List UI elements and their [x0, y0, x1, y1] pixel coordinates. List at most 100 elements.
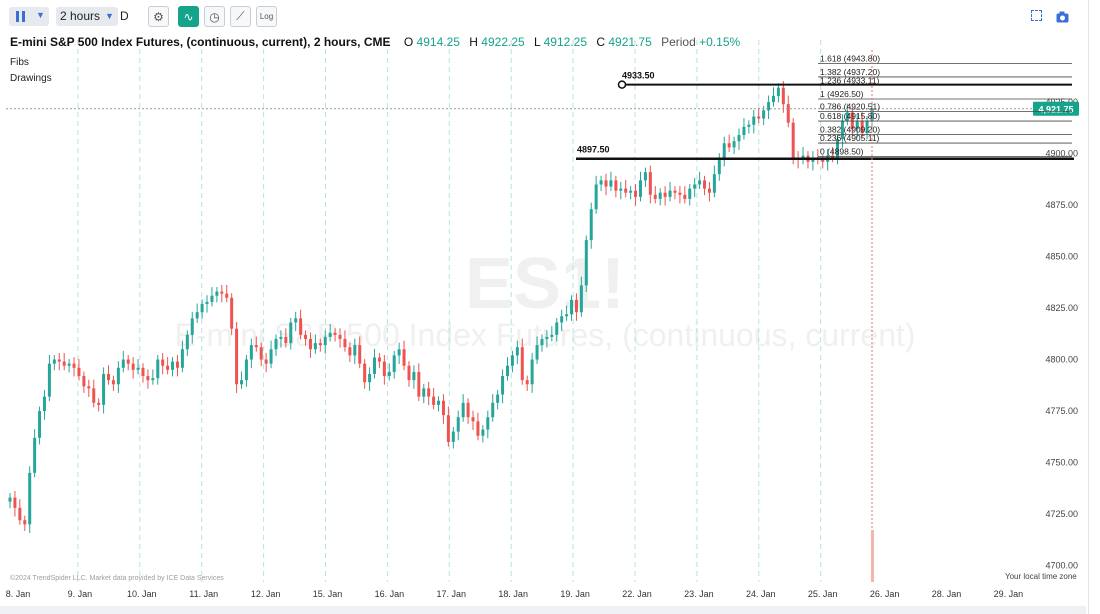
candle-body	[304, 334, 308, 339]
candle-body	[501, 376, 505, 395]
candle	[185, 330, 189, 356]
candle-body	[161, 359, 165, 366]
x-tick-label: 29. Jan	[994, 589, 1024, 599]
candle-body	[491, 402, 495, 418]
candle-body	[574, 299, 578, 313]
drawing-tool-button[interactable]: ⟋	[230, 6, 251, 27]
candle-body	[505, 365, 509, 377]
candle	[254, 336, 258, 352]
line-anchor-handle	[617, 80, 627, 89]
candle-body	[860, 120, 864, 133]
candle	[530, 352, 534, 393]
candle	[146, 369, 150, 389]
candle-body	[589, 209, 593, 241]
candle	[491, 394, 495, 422]
candle	[712, 165, 716, 198]
candle	[614, 175, 618, 198]
candle-body	[441, 400, 445, 416]
candle	[737, 128, 741, 150]
horizontal-scrollbar[interactable]	[0, 606, 1086, 614]
candle-body	[614, 180, 618, 191]
candle	[683, 186, 687, 204]
candle	[42, 390, 46, 420]
fullscreen-icon[interactable]	[1031, 10, 1042, 21]
current-price-tag	[1033, 101, 1079, 116]
candle	[13, 490, 17, 517]
period-change: +0.15%	[699, 35, 741, 49]
candle	[604, 173, 608, 196]
x-tick-label: 18. Jan	[498, 589, 528, 599]
candle	[102, 367, 106, 414]
candle	[663, 186, 667, 206]
x-tick-label: 26. Jan	[870, 589, 900, 599]
candle-body	[747, 124, 751, 127]
candle-body	[535, 345, 539, 360]
indicator-toggle-button[interactable]: ∿	[178, 6, 199, 27]
trend-icon: ∿	[183, 9, 194, 24]
interval-suffix: D	[120, 9, 129, 23]
legend-drawings[interactable]: Drawings	[10, 73, 52, 84]
candle-body	[855, 120, 859, 129]
candle-body	[584, 240, 588, 286]
candle-body	[446, 415, 450, 442]
price-chart[interactable]: ES1!E-mini S&P 500 Index Futures, (conti…	[0, 0, 1086, 606]
candle	[397, 342, 401, 365]
candle-body	[634, 190, 638, 197]
candle-body	[151, 378, 155, 381]
high-value: 4922.25	[481, 35, 525, 49]
candle-body	[638, 180, 642, 197]
candle-body	[185, 334, 189, 350]
chart-type-button[interactable]: ▼	[9, 7, 49, 26]
candle-body	[249, 345, 253, 360]
low-label: L	[534, 35, 541, 49]
instrument-title: E-mini S&P 500 Index Futures, (continuou…	[10, 35, 391, 49]
candle	[136, 359, 140, 375]
candle-body	[663, 192, 667, 197]
candle	[190, 311, 194, 344]
candle-body	[437, 400, 441, 405]
current-price-label: 4,921.75	[1038, 104, 1073, 114]
candle	[589, 202, 593, 249]
candle	[210, 287, 214, 307]
candle	[294, 311, 298, 332]
candle	[161, 352, 165, 375]
candle	[771, 87, 775, 107]
candle	[693, 177, 697, 198]
toolbar: ▼ 2 hours ▼ D ⚙ ∿ ◷ ⟋ Log	[0, 0, 1086, 32]
candle-body	[200, 303, 204, 313]
x-tick-label: 24. Jan	[746, 589, 776, 599]
candle	[422, 383, 426, 404]
candle	[392, 350, 396, 379]
candle-body	[318, 343, 322, 346]
y-tick-label: 4900.00	[1045, 149, 1078, 159]
legend-fibs[interactable]: Fibs	[10, 57, 29, 68]
fib-level-label: 0.618 (4915.80)	[820, 111, 880, 121]
candle	[38, 406, 42, 445]
candle	[742, 118, 746, 140]
log-scale-button[interactable]: Log	[256, 6, 277, 27]
clock-button[interactable]: ◷	[204, 6, 225, 27]
candle	[678, 186, 682, 204]
candle	[432, 387, 436, 410]
candle	[570, 295, 574, 321]
settings-button[interactable]: ⚙	[148, 6, 169, 27]
candle-body	[821, 159, 825, 162]
candle	[540, 334, 544, 352]
candle-body	[471, 417, 475, 422]
candle-body	[703, 180, 707, 189]
interval-select[interactable]: 2 hours ▼	[56, 7, 118, 26]
candle	[619, 182, 623, 200]
candle-body	[131, 363, 135, 370]
candle	[427, 381, 431, 406]
candle-body	[175, 361, 179, 368]
fib-level-label: 0.382 (4909.20)	[820, 125, 880, 135]
candle	[77, 359, 81, 381]
candle	[555, 317, 559, 342]
candle	[624, 179, 628, 198]
candle-body	[28, 472, 32, 525]
y-tick-label: 4725.00	[1045, 509, 1078, 519]
candle	[8, 493, 12, 509]
camera-icon[interactable]	[1056, 10, 1069, 23]
candle-body	[742, 126, 746, 136]
y-tick-label: 4825.00	[1045, 303, 1078, 313]
